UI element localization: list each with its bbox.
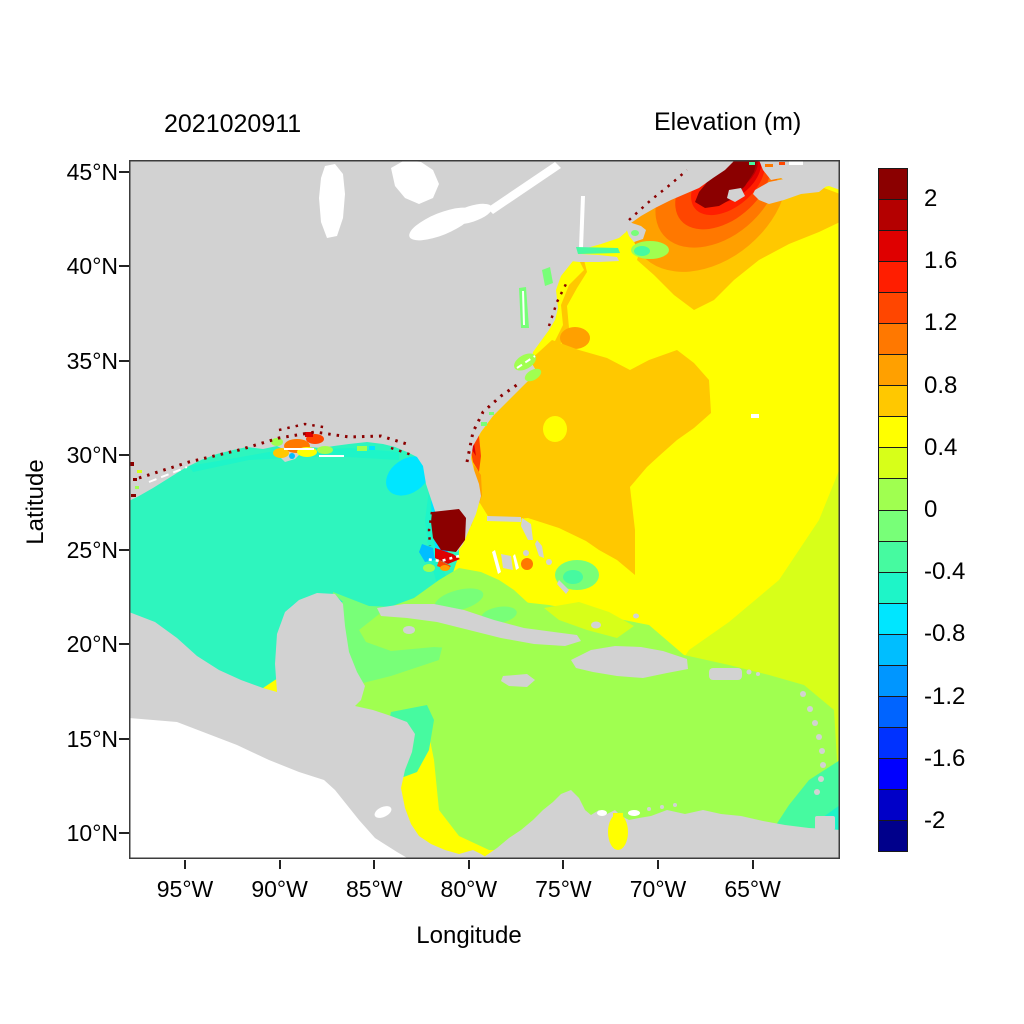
mississippi-delta-patches (271, 432, 344, 459)
y-tick-label: 30°N (66, 442, 118, 469)
colorbar-cell (879, 169, 907, 200)
land-puerto-rico (709, 668, 742, 680)
bermuda (751, 414, 759, 418)
x-tick-label: 70°W (629, 876, 687, 902)
x-tick-mark (467, 860, 470, 869)
land-northeast-corner (759, 160, 840, 190)
x-tick-mark (278, 860, 281, 869)
colorbar-cell (879, 199, 907, 231)
colorbar-tick-label: -1.6 (924, 744, 966, 772)
colorbar-tick-label: -0.4 (924, 558, 966, 586)
colorbar-cell (879, 602, 907, 634)
colorbar-cell (879, 447, 907, 479)
land-hispaniola (571, 646, 688, 678)
x-tick-label: 95°W (156, 876, 214, 902)
colorbar-cell (879, 695, 907, 727)
colorbar-cell (879, 726, 907, 758)
colorbar-tick-label: 0 (924, 495, 938, 523)
y-tick-label: 25°N (66, 536, 118, 563)
colorbar (878, 168, 908, 852)
colorbar-cell (879, 292, 907, 324)
texas-coast-specks (129, 462, 142, 497)
white-water (129, 160, 803, 859)
coastline-speckles (138, 169, 688, 547)
lake-michigan (319, 164, 345, 238)
colorbar-tick-label: 0.4 (924, 433, 958, 461)
x-tick-mark (562, 860, 565, 869)
colorbar-cell (879, 757, 907, 789)
lake-huron (391, 160, 439, 204)
colorbar-cell (879, 416, 907, 448)
colorbar-tick-label: 0.8 (924, 371, 958, 399)
plot-title-datestamp: 2021020911 (164, 110, 302, 138)
land-south-america (481, 790, 840, 859)
y-tick-mark (119, 832, 129, 834)
coastal-detail-patches (129, 162, 785, 850)
land-cuba (377, 604, 581, 646)
colorbar-cell (879, 323, 907, 355)
x-tick-label: 85°W (345, 876, 403, 902)
white-coastal-slivers (148, 355, 536, 563)
pacific-outside-domain (129, 718, 409, 859)
colorbar-cell (879, 571, 907, 603)
colorbar-tick-label: -0.8 (924, 620, 966, 648)
y-tick-mark (119, 737, 129, 740)
y-tick-label: 15°N (66, 725, 118, 752)
y-tick-mark (119, 548, 129, 551)
lake-nicaragua (374, 806, 392, 818)
atlantic-orange-blob (457, 340, 711, 575)
colorbar-cell (879, 478, 907, 510)
colorbar-tick-label: 1.6 (924, 247, 958, 275)
colorbar-title: Elevation (m) (654, 108, 802, 136)
land-trinidad (815, 816, 835, 830)
land-bahamas (487, 516, 639, 629)
colorbar-tick-label: 1.2 (924, 309, 958, 337)
colorbar-cell (879, 633, 907, 665)
y-tick-mark (119, 265, 129, 268)
land-fundy-inner-island (727, 188, 745, 202)
y-tick-mark (119, 454, 129, 457)
colorbar-cell (879, 819, 907, 852)
lake-ontario (449, 203, 493, 225)
x-tick-mark (751, 860, 754, 869)
y-tick-label: 45°N (66, 159, 118, 185)
land-lesser-antilles (800, 691, 826, 795)
y-tick-label: 40°N (66, 253, 118, 280)
y-tick-label: 35°N (66, 347, 118, 374)
colorbar-cell (879, 354, 907, 386)
x-tick-label: 80°W (440, 876, 498, 902)
plot-frame (129, 160, 840, 859)
x-tick-label: 75°W (535, 876, 592, 902)
y-tick-mark (119, 359, 129, 362)
y-tick-label: 20°N (66, 631, 118, 658)
colorbar-tick-label: -2 (924, 806, 946, 834)
colorbar-cell (879, 664, 907, 696)
st-lawrence-river (487, 162, 561, 214)
colorbar-cell (879, 385, 907, 417)
y-axis-label: Latitude (22, 459, 49, 545)
colorbar-cell (879, 230, 907, 262)
y-tick-mark (119, 643, 129, 646)
x-tick-label: 90°W (251, 876, 308, 902)
y-tick-mark (119, 171, 129, 173)
x-tick-mark (373, 860, 376, 869)
x-tick-label: 65°W (724, 876, 781, 902)
map-plot-area (129, 160, 840, 859)
colorbar-tick-label: 2 (924, 185, 938, 213)
y-tick-label: 10°N (66, 820, 118, 846)
land-long-island (561, 254, 619, 262)
x-axis-label: Longitude (416, 922, 522, 949)
colorbar-cell (879, 261, 907, 293)
colorbar-cell (879, 788, 907, 820)
x-tick-mark (657, 860, 659, 869)
hudson-river (579, 196, 585, 248)
land-jamaica (501, 674, 535, 687)
x-tick-mark (184, 860, 186, 869)
colorbar-cell (879, 540, 907, 572)
colorbar-cell (879, 509, 907, 541)
land-isle-of-youth (403, 626, 415, 634)
south-florida-hotspot (431, 509, 466, 552)
colorbar-tick-label: -1.2 (924, 682, 966, 710)
